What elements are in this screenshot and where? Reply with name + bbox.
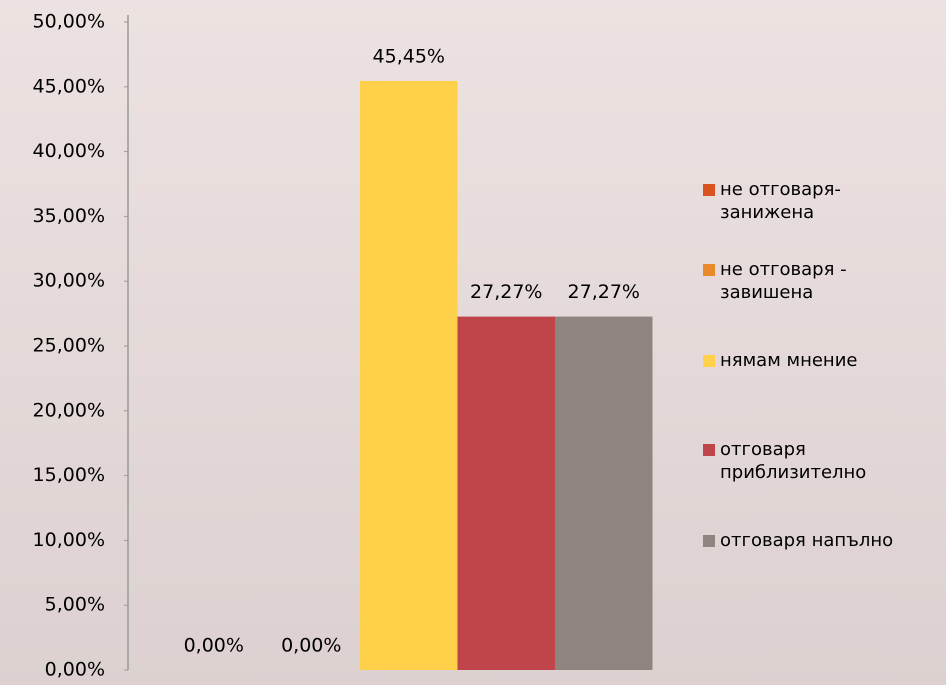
legend-label: отговаря напълно	[720, 530, 894, 551]
data-label: 0,00%	[281, 635, 341, 657]
bar	[457, 316, 555, 670]
y-tick-label: 25,00%	[33, 335, 105, 357]
legend-swatch	[703, 184, 715, 196]
y-tick-label: 40,00%	[33, 140, 105, 162]
legend-item: не отговаря- занижена	[703, 178, 841, 224]
bar	[360, 80, 458, 670]
y-tick-label: 5,00%	[45, 594, 105, 616]
legend-item: не отговаря - завишена	[703, 258, 847, 304]
legend-swatch	[703, 535, 715, 547]
data-label: 27,27%	[470, 281, 542, 303]
y-tick-label: 35,00%	[33, 205, 105, 227]
legend-label: не отговаря - завишена	[720, 259, 847, 303]
legend-label: нямам мнение	[720, 350, 858, 371]
legend-swatch	[703, 444, 715, 456]
y-tick-label: 30,00%	[33, 270, 105, 292]
data-label: 0,00%	[184, 635, 244, 657]
y-tick-label: 50,00%	[33, 11, 105, 33]
legend-item: отговаря напълно	[703, 529, 893, 552]
legend-item: нямам мнение	[703, 349, 857, 372]
bar	[555, 316, 653, 670]
legend-item: отговаря приблизително	[703, 438, 866, 484]
data-label: 45,45%	[373, 45, 445, 67]
y-tick-label: 0,00%	[45, 659, 105, 681]
legend-label: не отговаря- занижена	[720, 179, 841, 223]
y-tick-label: 45,00%	[33, 75, 105, 97]
y-tick-label: 15,00%	[33, 464, 105, 486]
legend-swatch	[703, 264, 715, 276]
legend-swatch	[703, 355, 715, 367]
legend-label: отговаря приблизително	[720, 439, 867, 483]
y-tick-label: 20,00%	[33, 399, 105, 421]
y-tick-label: 10,00%	[33, 529, 105, 551]
data-label: 27,27%	[568, 281, 640, 303]
